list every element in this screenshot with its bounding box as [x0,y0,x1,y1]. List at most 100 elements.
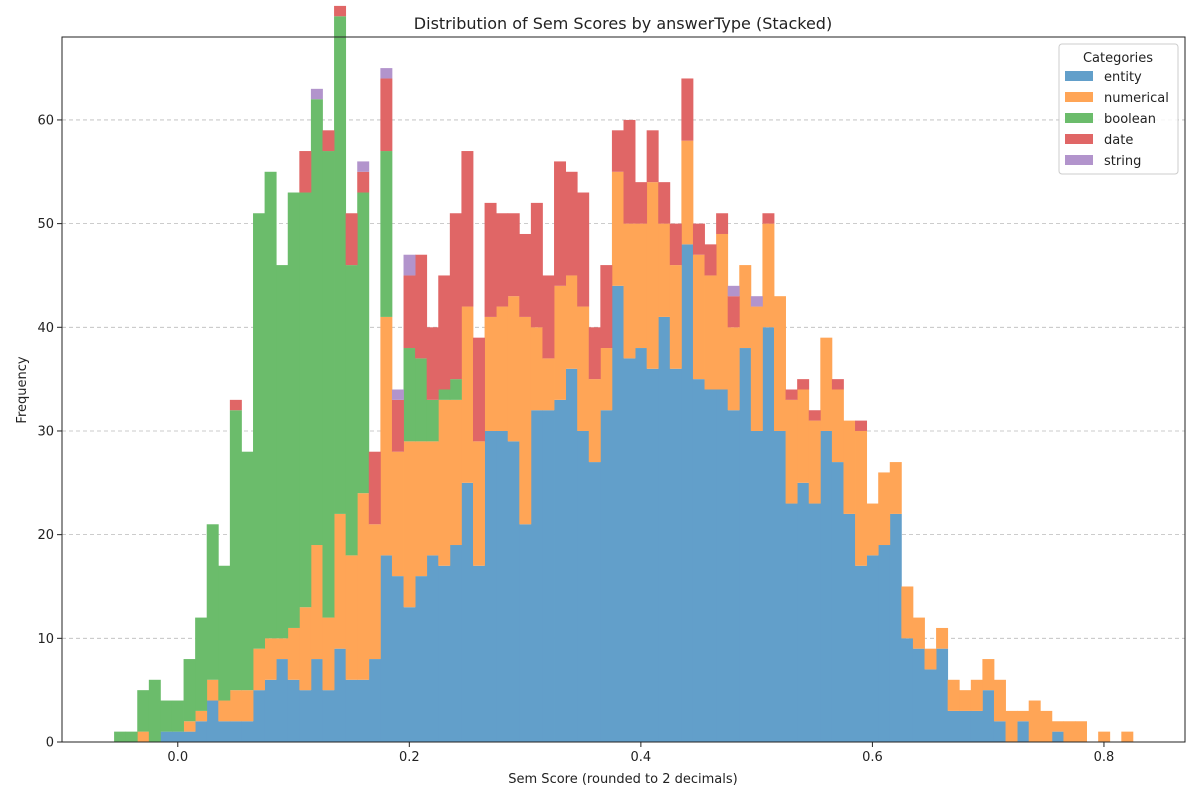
bar-numerical [461,306,474,483]
legend-swatch-numerical [1065,92,1093,102]
bar-entity [554,399,567,742]
bar-numerical [912,617,925,649]
bar-numerical [276,638,289,660]
bar-boolean [287,192,300,628]
bar-date [507,213,520,297]
bar-date [229,399,242,411]
series-string [310,68,763,400]
bar-numerical [253,648,266,691]
bar-numerical [1051,721,1064,732]
bar-entity [1051,731,1064,742]
bar-numerical [241,690,254,722]
bar-numerical [623,223,636,359]
bar-numerical [565,275,578,369]
bar-date [391,399,404,452]
bar-numerical [507,296,520,442]
bar-entity [727,410,740,742]
bar-entity [912,648,925,742]
bar-numerical [1098,731,1111,742]
bar-entity [472,565,485,742]
bar-entity [345,679,358,742]
x-tick-label: 0.2 [399,750,420,765]
bar-numerical [704,275,717,390]
legend-swatch-boolean [1065,113,1093,123]
bar-numerical [484,316,497,431]
bar-numerical [1028,700,1041,742]
bar-boolean [241,451,254,691]
bar-date [681,78,694,141]
bar-string [727,285,740,297]
plot-area-frame [61,36,1186,743]
bar-boolean [334,16,347,514]
y-axis-title: Frequency [15,356,30,423]
bar-numerical [1075,721,1087,742]
bar-entity [774,430,786,742]
bar-entity [646,368,659,742]
bar-entity [588,462,601,742]
bar-numerical [797,389,810,483]
bar-numerical [727,327,740,411]
bar-boolean [403,348,416,442]
bar-entity [519,524,532,742]
bars [114,5,1134,742]
bar-numerical [936,627,949,649]
bar-boolean [310,99,323,546]
bar-entity [843,513,856,742]
bar-numerical [322,617,335,691]
legend-label-numerical: numerical [1104,91,1169,106]
bar-boolean [206,524,219,680]
bar-entity [889,513,902,742]
bar-string [310,88,323,100]
bar-numerical [310,545,323,660]
bar-boolean [148,679,161,742]
bar-entity [692,379,705,742]
bar-date [692,223,705,255]
bar-entity [901,638,914,742]
bar-numerical [611,171,624,286]
bar-numerical [287,627,300,680]
bar-date [565,171,578,276]
legend-swatch-entity [1065,71,1093,81]
bar-date [855,420,868,431]
y-tick-label: 0 [46,736,54,751]
bar-date [449,213,462,380]
bar-numerical [554,285,567,400]
bar-numerical [1040,710,1053,742]
bar-boolean [380,151,393,317]
legend: Categories entity numerical boolean date str… [1058,43,1179,175]
bar-date [357,171,370,193]
bar-numerical [947,679,960,711]
bar-numerical [183,721,196,732]
bar-entity [426,555,439,742]
bar-numerical [496,306,509,431]
bar-date [484,202,497,317]
bar-numerical [970,679,983,711]
bar-date [496,213,509,307]
bar-numerical [577,306,590,431]
bar-numerical [982,659,995,691]
bar-numerical [866,503,879,556]
bar-entity [287,679,300,742]
bar-entity [357,679,370,742]
bar-date [299,151,312,193]
bar-numerical [855,430,868,566]
bar-date [577,192,590,307]
bar-entity [322,690,335,742]
bar-boolean [171,700,184,732]
y-axis: 0 10 20 30 40 50 60 [37,113,62,751]
bar-boolean [276,265,289,639]
bar-numerical [762,223,775,328]
bar-numerical [542,358,555,411]
bar-string [380,68,393,79]
bar-numerical [681,140,694,245]
bar-entity [334,648,347,742]
bar-numerical [415,441,428,577]
bar-date [831,379,844,390]
bar-boolean [137,690,150,732]
bar-date [554,161,567,286]
bar-numerical [692,254,705,380]
legend-label-date: date [1104,133,1133,148]
bar-date [658,182,671,224]
bar-boolean [218,565,231,701]
